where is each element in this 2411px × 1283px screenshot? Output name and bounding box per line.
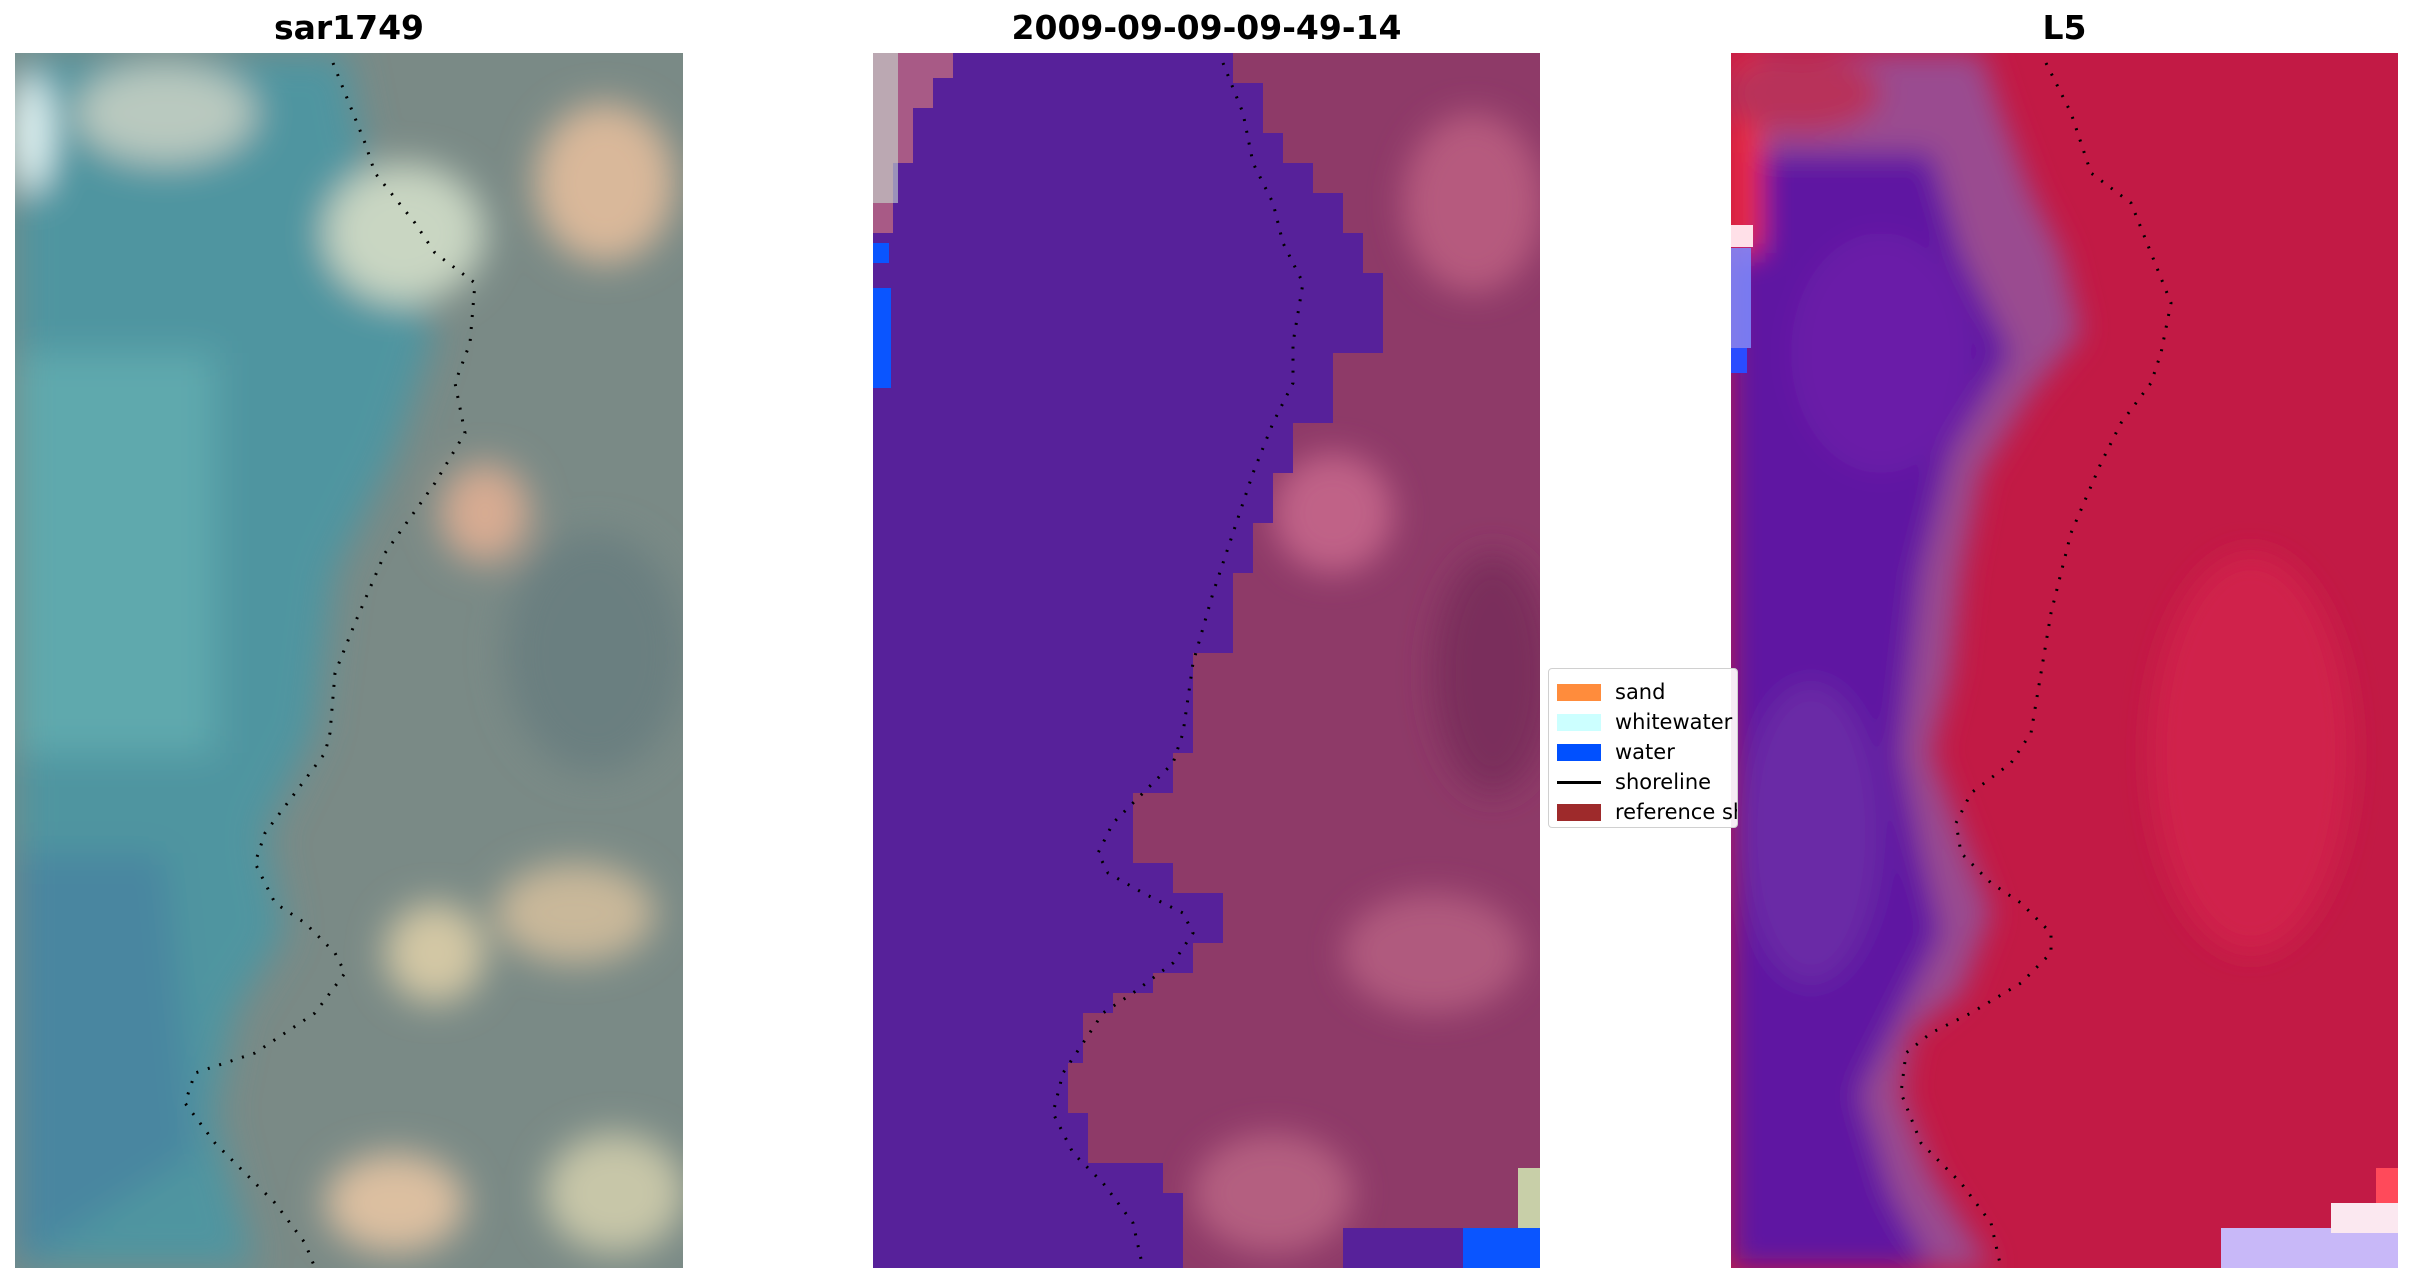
shoreline-line [1899,62,2173,1268]
legend-swatch-sand [1557,683,1601,701]
legend-label: sand [1615,680,1666,704]
legend-item-sand: sand [1557,677,1737,707]
legend-label: reference shoreline [1615,800,1737,824]
legend-swatch-water [1557,743,1601,761]
panel-title-index: L5 [2042,8,2087,47]
legend-label: shoreline [1615,770,1712,794]
panel-title-rgb: sar1749 [273,8,425,47]
legend-label: whitewater [1615,710,1733,734]
rgb-image-panel [15,53,683,1268]
rgb-image [15,53,683,1268]
legend-line-shoreline [1557,780,1601,784]
index-image-panel [1731,53,2398,1268]
legend-item-shoreline: shoreline [1557,767,1737,797]
legend: sand whitewater water shoreline referenc… [1548,668,1738,828]
legend-swatch-reference-shoreline [1557,803,1601,821]
legend-swatch-whitewater [1557,713,1601,731]
classified-image-panel [873,53,1540,1268]
legend-label: water [1615,740,1675,764]
index-image [1731,53,2398,1268]
legend-item-reference-shoreline: reference shoreline [1557,797,1737,827]
panel-title-classified: 2009-09-09-09-49-14 [1011,8,1402,47]
legend-item-water: water [1557,737,1737,767]
legend-item-whitewater: whitewater [1557,707,1737,737]
water-class-region [873,53,1383,1268]
classified-image [873,53,1540,1268]
